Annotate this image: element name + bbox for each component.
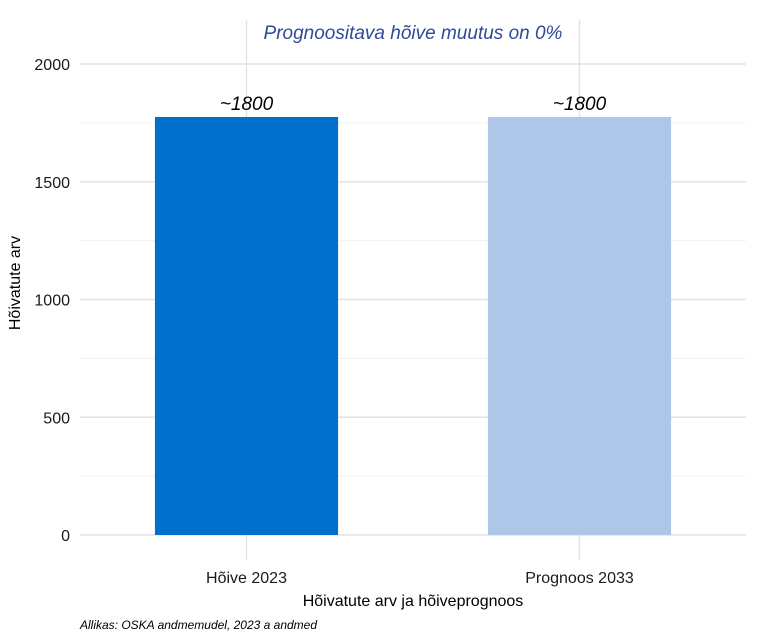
bar-data-label: ~1800	[553, 94, 607, 115]
y-tick-label: 2000	[34, 57, 70, 74]
bar	[154, 116, 339, 536]
bar-data-label: ~1800	[220, 94, 274, 115]
x-tick-label: Prognoos 2033	[525, 570, 634, 587]
y-tick-label: 500	[43, 410, 70, 427]
bar	[487, 116, 672, 536]
source-note: Allikas: OSKA andmemudel, 2023 a andmed	[79, 618, 317, 632]
y-tick-label: 0	[61, 528, 70, 545]
y-tick-label: 1500	[34, 175, 70, 192]
x-axis-ticks: Hõive 2023 Prognoos 2033	[206, 570, 634, 587]
y-axis-title: Hõivatute arv	[7, 236, 24, 330]
bars	[154, 116, 672, 536]
y-tick-label: 1000	[34, 293, 70, 310]
data-labels: ~1800 ~1800	[220, 94, 607, 115]
chart-title: Prognoositava hõive muutus on 0%	[264, 23, 563, 44]
y-axis-ticks: 0 500 1000 1500 2000	[34, 57, 70, 545]
x-axis-title: Hõivatute arv ja hõiveprognoos	[303, 593, 524, 610]
x-tick-label: Hõive 2023	[206, 570, 287, 587]
